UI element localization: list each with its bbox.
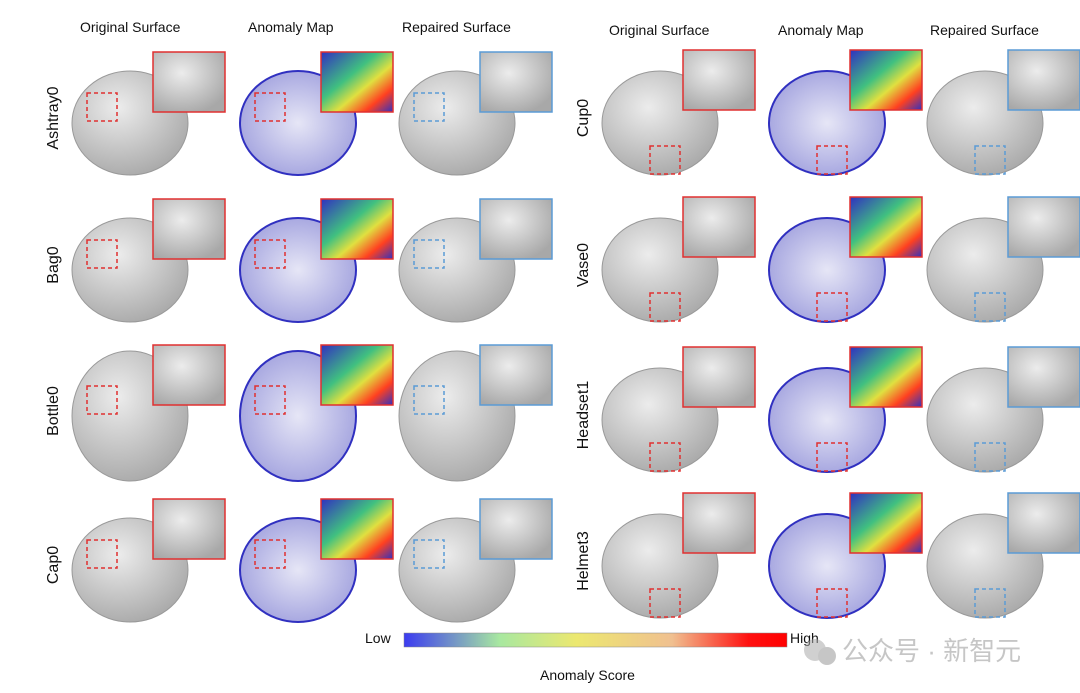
zoom-inset (152, 51, 226, 113)
dashed-highlight-box (86, 92, 118, 122)
dashed-highlight-box (413, 539, 445, 569)
zoom-inset (152, 498, 226, 560)
watermark-text: 公众号 · 新智元 (842, 636, 1021, 666)
colorbar-title: Anomaly Score (540, 667, 635, 683)
row-label: Ashtray0 (45, 86, 62, 149)
zoom-inset (1007, 492, 1080, 554)
row-label: Headset1 (575, 381, 592, 450)
dashed-highlight-box (413, 92, 445, 122)
cell-original (601, 49, 756, 176)
cell-repaired (926, 49, 1080, 176)
zoom-inset (479, 198, 553, 260)
zoom-inset (682, 49, 756, 111)
cell-anomaly (768, 492, 923, 619)
colorbar: Low High Anomaly Score (365, 630, 819, 683)
dashed-highlight-box (254, 92, 286, 122)
dashed-highlight-box (254, 539, 286, 569)
column-header: Anomaly Map (248, 19, 334, 35)
dashed-highlight-box (86, 539, 118, 569)
dashed-highlight-box (649, 145, 681, 175)
zoom-inset (152, 344, 226, 406)
colorbar-gradient (403, 632, 788, 648)
column-header: Anomaly Map (778, 22, 864, 38)
cell-repaired (926, 196, 1080, 323)
zoom-inset (1007, 346, 1080, 408)
dashed-highlight-box (649, 588, 681, 618)
dashed-highlight-box (974, 588, 1006, 618)
dashed-highlight-box (413, 239, 445, 269)
cell-anomaly (768, 49, 923, 176)
cell-repaired (926, 492, 1080, 619)
zoom-inset (682, 346, 756, 408)
cell-anomaly (239, 344, 394, 482)
column-header: Original Surface (609, 22, 710, 38)
dashed-highlight-box (974, 442, 1006, 472)
dashed-highlight-box (816, 145, 848, 175)
cell-original (71, 198, 226, 323)
column-header: Repaired Surface (930, 22, 1039, 38)
cell-anomaly (768, 346, 923, 473)
dashed-highlight-box (413, 385, 445, 415)
cell-anomaly (239, 198, 394, 323)
cell-repaired (398, 498, 553, 623)
dashed-highlight-box (254, 385, 286, 415)
column-header: Original Surface (80, 19, 181, 35)
zoom-inset (152, 198, 226, 260)
zoom-inset (479, 498, 553, 560)
cell-repaired (398, 51, 553, 176)
zoom-inset (1007, 196, 1080, 258)
zoom-inset (682, 196, 756, 258)
zoom-inset (849, 346, 923, 408)
zoom-inset (479, 51, 553, 113)
zoom-inset (1007, 49, 1080, 111)
dashed-highlight-box (649, 292, 681, 322)
zoom-inset (320, 498, 394, 560)
row-label: Bottle0 (45, 386, 62, 436)
zoom-inset (320, 51, 394, 113)
dashed-highlight-box (649, 442, 681, 472)
column-header: Repaired Surface (402, 19, 511, 35)
zoom-inset (320, 344, 394, 406)
dashed-highlight-box (816, 292, 848, 322)
cell-original (601, 196, 756, 323)
zoom-inset (849, 196, 923, 258)
row-label: Helmet3 (575, 531, 592, 591)
cell-repaired (398, 198, 553, 323)
dashed-highlight-box (974, 145, 1006, 175)
cell-anomaly (239, 498, 394, 623)
cell-repaired (926, 346, 1080, 473)
dashed-highlight-box (816, 442, 848, 472)
dashed-highlight-box (254, 239, 286, 269)
zoom-inset (479, 344, 553, 406)
cell-anomaly (768, 196, 923, 323)
zoom-inset (682, 492, 756, 554)
dashed-highlight-box (974, 292, 1006, 322)
cell-original (71, 498, 226, 623)
cell-original (601, 346, 756, 473)
cell-repaired (398, 344, 553, 482)
colorbar-low-label: Low (365, 630, 392, 646)
cell-original (71, 51, 226, 176)
zoom-inset (320, 198, 394, 260)
cell-original (601, 492, 756, 619)
row-label: Bag0 (45, 246, 62, 283)
watermark: 公众号 · 新智元 (804, 636, 1021, 666)
zoom-inset (849, 492, 923, 554)
cell-original (71, 344, 226, 482)
zoom-inset (849, 49, 923, 111)
cell-anomaly (239, 51, 394, 176)
dashed-highlight-box (86, 385, 118, 415)
dashed-highlight-box (86, 239, 118, 269)
dashed-highlight-box (816, 588, 848, 618)
row-label: Vase0 (575, 243, 592, 287)
row-label: Cap0 (45, 546, 62, 584)
wechat-icon-bubble (818, 647, 836, 665)
row-label: Cup0 (575, 99, 592, 137)
